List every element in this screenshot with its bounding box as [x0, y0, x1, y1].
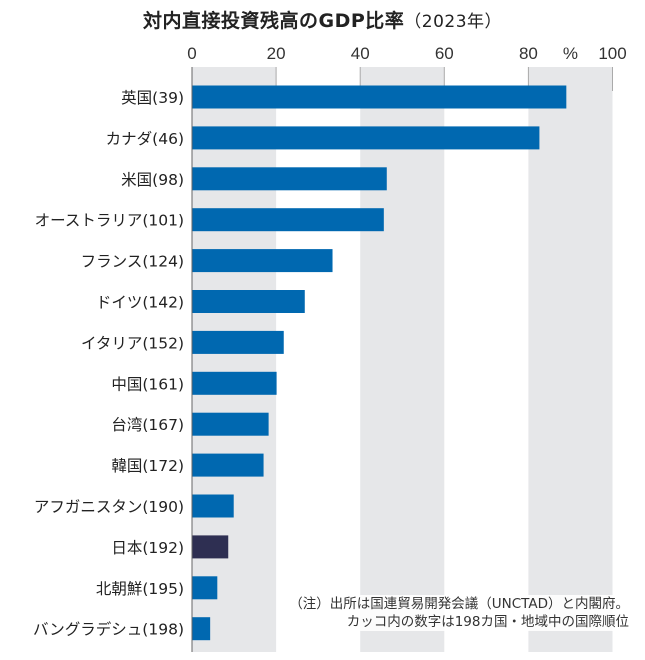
x-tick-label: 20 [267, 44, 286, 63]
chart-title: 対内直接投資残高のGDP比率（2023年） [0, 6, 645, 33]
grid-band [360, 67, 445, 652]
x-tick-label: 40 [351, 44, 370, 63]
unit-label: % [563, 44, 578, 63]
category-label: 米国(98) [121, 171, 184, 189]
source-note: （注）出所は国連貿易開発会議（UNCTAD）と内閣府。 カッコ内の数字は198カ… [287, 595, 631, 631]
category-label: アフガニスタン(190) [34, 498, 184, 516]
bar [192, 617, 211, 641]
category-label: ドイツ(142) [96, 294, 184, 312]
bar [192, 412, 269, 436]
note-line-1: （注）出所は国連貿易開発会議（UNCTAD）と内閣府。 [289, 596, 629, 612]
bar [192, 290, 305, 313]
title-text: 対内直接投資残高のGDP比率 [142, 10, 405, 32]
category-label: 英国(39) [121, 89, 184, 107]
bar [192, 494, 234, 518]
grid-band [528, 67, 613, 652]
grid-band [192, 67, 277, 652]
category-label: 日本(192) [111, 539, 184, 557]
bar [192, 249, 333, 273]
category-label: 台湾(167) [111, 416, 184, 434]
bar [192, 371, 277, 395]
category-label: カナダ(46) [106, 130, 184, 148]
bar [192, 535, 229, 559]
x-tick-label: 0 [187, 44, 196, 63]
category-label: バングラデシュ(198) [33, 620, 184, 639]
bar [192, 126, 540, 150]
x-tick-label: 100 [598, 44, 626, 63]
bar [192, 208, 384, 232]
bar [192, 85, 567, 109]
category-label: 韓国(172) [111, 457, 184, 475]
x-tick-label: 80 [519, 44, 538, 63]
x-tick-label: 60 [435, 44, 454, 63]
note-line-2: カッコ内の数字は198カ国・地域中の国際順位 [346, 614, 629, 630]
bar [192, 576, 218, 600]
bar [192, 330, 284, 354]
bar [192, 453, 264, 477]
category-label: 北朝鮮(195) [96, 580, 184, 598]
category-label: フランス(124) [81, 253, 184, 271]
title-year: （2023年） [404, 12, 503, 32]
category-label: イタリア(152) [81, 334, 184, 352]
category-label: 中国(161) [111, 375, 184, 393]
category-label: オーストラリア(101) [35, 212, 184, 230]
bar [192, 167, 387, 191]
